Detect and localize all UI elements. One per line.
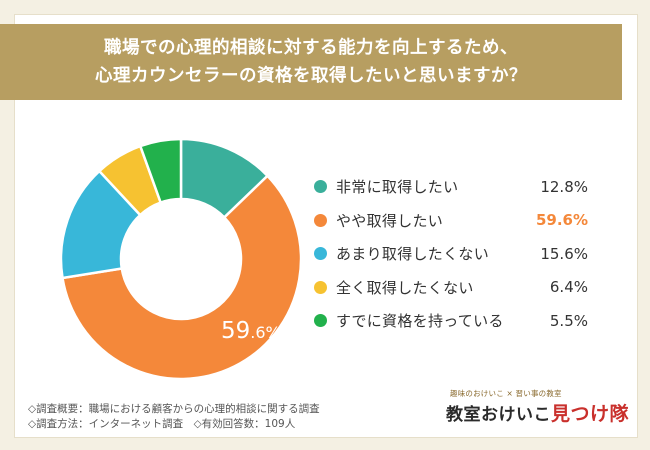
legend-swatch	[314, 314, 327, 328]
legend-value: 15.6%	[540, 244, 588, 263]
legend-value: 59.6%	[535, 211, 588, 230]
legend-label: 非常に取得したい	[336, 178, 459, 197]
legend-swatch	[314, 247, 327, 261]
legend-swatch	[314, 280, 327, 294]
slice-value-decimal: .6%	[250, 323, 280, 342]
brand-logo: 趣味のおけいこ × 習い事の教室 教室おけいこ見つけ隊	[444, 388, 629, 428]
legend-label: やや取得したい	[336, 211, 444, 230]
donut-slice-5	[138, 137, 183, 205]
legend-value: 12.8%	[540, 177, 588, 196]
chart-title-line-2: 心理カウンセラーの資格を取得したいと思いますか？	[95, 66, 527, 86]
legend-label: 全く取得したくない	[336, 278, 474, 297]
legend-swatch	[314, 213, 327, 227]
title-banner: 職場での心理的相談に対する能力を向上するため、 心理カウンセラーの資格を取得した…	[0, 24, 622, 100]
legend-item: やや取得したい 59.6%	[314, 204, 594, 238]
survey-footnote: ◇調査概要：職場における顧客からの心理的相談に関する調査 ◇調査方法：インターネ…	[28, 402, 320, 432]
legend-item: 非常に取得したい 12.8%	[314, 170, 594, 204]
slice-value-label: 59.6%	[221, 318, 281, 344]
chart-title-line-1: 職場での心理的相談に対する能力を向上するため、	[104, 38, 518, 58]
legend-swatch	[314, 180, 327, 194]
legend-value: 5.5%	[549, 311, 588, 330]
logo-tagline: 趣味のおけいこ × 習い事の教室	[450, 389, 562, 398]
logo-name: 教室おけいこ見つけ隊	[446, 399, 629, 426]
legend-label: あまり取得したくない	[336, 245, 490, 264]
footnote-method: ◇調査方法：インターネット調査 ◇有効回答数：109人	[28, 418, 296, 430]
legend-item: あまり取得したくない 15.6%	[314, 237, 594, 271]
legend-item: すでに資格を持っている 5.5%	[314, 304, 594, 338]
legend-item: 全く取得したくない 6.4%	[314, 271, 594, 305]
donut-slice-2	[61, 174, 303, 381]
legend-label: すでに資格を持っている	[336, 312, 504, 331]
footnote-summary: ◇調査概要：職場における顧客からの心理的相談に関する調査	[28, 403, 320, 415]
legend-value: 6.4%	[549, 278, 588, 297]
logo-name-accent: 見つけ隊	[551, 403, 630, 425]
slice-value-number: 59	[221, 318, 250, 344]
logo-name-main: 教室おけいこ	[446, 405, 551, 425]
chart-legend: 非常に取得したい 12.8% やや取得したい 59.6% あまり取得したくない 15.6%…	[314, 170, 594, 338]
